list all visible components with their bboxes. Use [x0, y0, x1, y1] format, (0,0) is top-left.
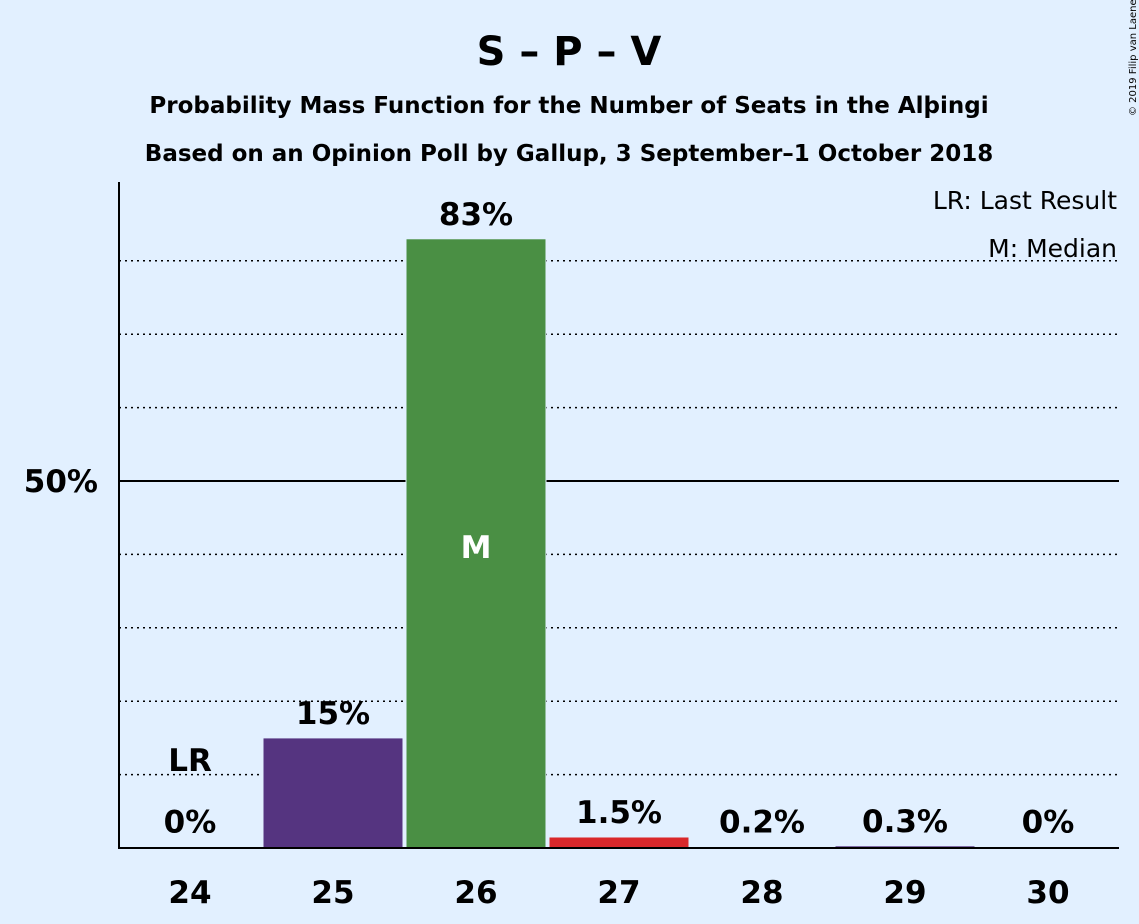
data-labels: 0% LR 15% 83% M 1.5% 0.2% 0.3% 0% — [164, 197, 1075, 841]
median-marker: M — [461, 530, 492, 566]
bar-26 — [405, 238, 547, 849]
chart-subtitle-2: Based on an Opinion Poll by Gallup, 3 Se… — [145, 141, 993, 167]
x-tick-26: 26 — [454, 875, 497, 911]
chart-title: S – P – V — [477, 29, 662, 75]
data-label-26: 83% — [439, 197, 513, 233]
data-label-24: 0% — [164, 805, 217, 841]
copyright-notice: © 2019 Filip van Laenen — [1128, 0, 1139, 116]
x-tick-29: 29 — [883, 875, 926, 911]
x-tick-27: 27 — [597, 875, 640, 911]
x-tick-25: 25 — [311, 875, 354, 911]
data-label-30: 0% — [1022, 805, 1075, 841]
legend-median: M: Median — [988, 234, 1117, 263]
data-label-27: 1.5% — [576, 795, 662, 831]
last-result-marker: LR — [168, 743, 212, 779]
data-label-25: 15% — [296, 696, 370, 732]
bar-25 — [262, 737, 404, 849]
y-tick-label-50: 50% — [24, 464, 98, 500]
x-tick-labels: 24 25 26 27 28 29 30 — [168, 875, 1069, 911]
x-tick-30: 30 — [1026, 875, 1069, 911]
x-tick-24: 24 — [168, 875, 211, 911]
x-tick-28: 28 — [740, 875, 783, 911]
bars — [262, 238, 976, 849]
chart-subtitle: Probability Mass Function for the Number… — [149, 93, 988, 119]
legend-last-result: LR: Last Result — [933, 186, 1117, 215]
gridlines — [119, 260, 1119, 776]
data-label-29: 0.3% — [862, 804, 948, 840]
bar-27 — [548, 836, 690, 849]
data-label-28: 0.2% — [719, 805, 805, 841]
